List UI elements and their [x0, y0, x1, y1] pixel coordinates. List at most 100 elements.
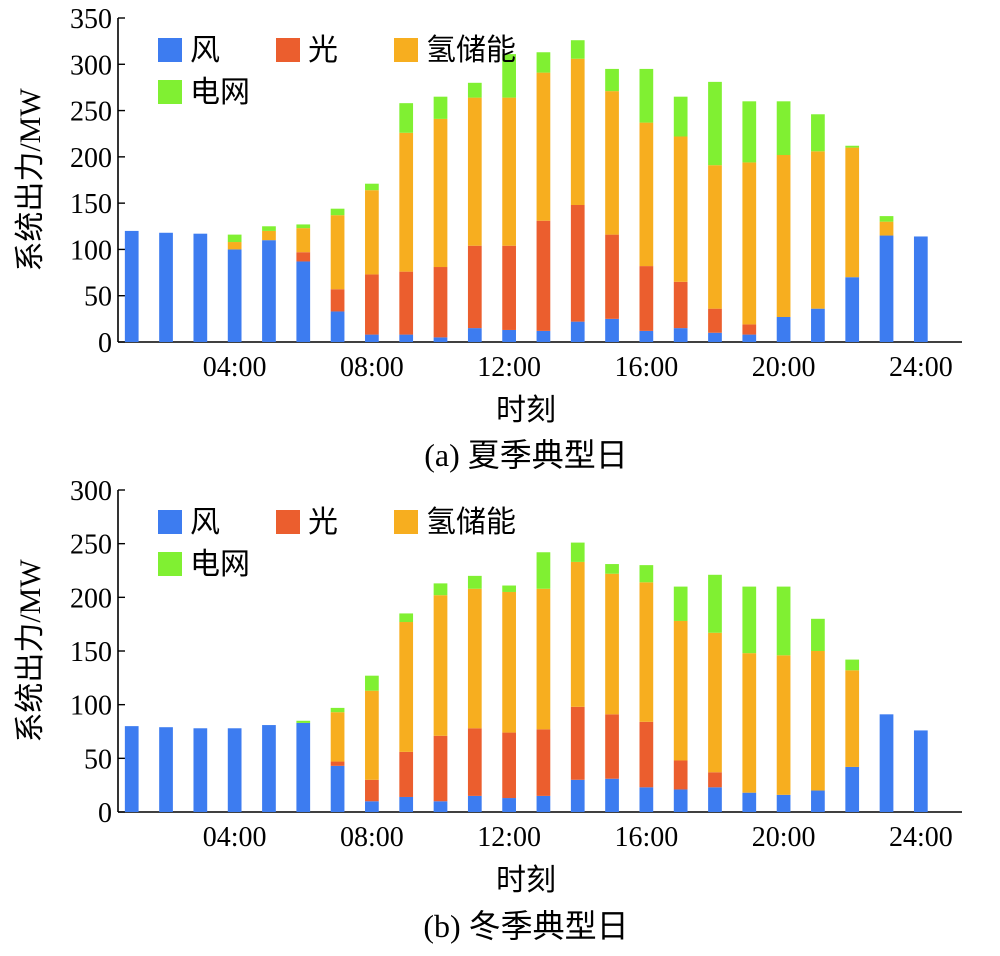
bar-segment-solar [605, 714, 619, 779]
bar-segment-solar [708, 772, 722, 788]
bar-segment-grid [330, 208, 345, 216]
bar-segment-wind [570, 321, 585, 342]
x-tick-label: 16:00 [614, 822, 678, 853]
bar-segment-hydrogen [708, 165, 722, 309]
bar-segment-hydrogen [673, 620, 688, 761]
bar-segment-wind [742, 334, 757, 342]
panel-caption: (b) 冬季典型日 [423, 908, 628, 944]
bar-segment-wind [296, 722, 311, 812]
bar-segment-solar [673, 281, 688, 329]
bar-segment-grid [708, 81, 722, 166]
bar-segment-hydrogen [776, 655, 791, 795]
legend-swatch-wind [158, 510, 182, 534]
bar-segment-grid [776, 586, 791, 656]
bar-segment-grid [227, 234, 242, 243]
bar-segment-hydrogen [879, 221, 894, 236]
bar-segment-grid [502, 585, 516, 592]
bar-segment-grid [811, 114, 825, 152]
bar-segment-wind [124, 230, 139, 342]
legend-swatch-hydrogen [394, 38, 418, 62]
legend-label-grid: 电网 [190, 548, 250, 581]
bar-segment-wind [262, 240, 276, 342]
bar-segment-wind [742, 792, 757, 812]
x-tick-label: 12:00 [477, 352, 541, 383]
x-tick-label: 20:00 [752, 822, 816, 853]
x-tick-label: 04:00 [203, 822, 267, 853]
bar-segment-wind [708, 787, 722, 812]
legend-label-grid: 电网 [190, 76, 250, 109]
bar-segment-hydrogen [570, 561, 585, 707]
bar-segment-grid [433, 583, 448, 596]
y-tick-label: 0 [98, 328, 112, 359]
bar-segment-wind [502, 798, 516, 812]
x-tick-label: 12:00 [477, 822, 541, 853]
bar-segment-wind [365, 801, 379, 812]
bar-segment-wind [776, 317, 791, 342]
bar-segment-grid [399, 103, 414, 133]
bar-segment-grid [639, 68, 654, 123]
bar-segment-hydrogen [536, 72, 551, 221]
bar-segment-hydrogen [605, 91, 619, 235]
legend-swatch-solar [276, 510, 300, 534]
legend-label-solar: 光 [308, 506, 338, 539]
bar-segment-wind [262, 725, 276, 812]
legend-label-wind: 风 [190, 34, 220, 67]
bar-segment-hydrogen [433, 118, 448, 268]
bar-segment-wind [433, 337, 448, 342]
bar-segment-grid [365, 675, 379, 691]
bar-segment-grid [673, 96, 688, 137]
bar-segment-wind [467, 328, 482, 342]
legend-swatch-hydrogen [394, 510, 418, 534]
legend-label-wind: 风 [190, 506, 220, 539]
bar-segment-grid [570, 542, 585, 562]
bar-segment-grid [742, 101, 757, 163]
bar-segment-wind [159, 232, 173, 342]
bar-segment-solar [502, 732, 516, 799]
bar-segment-hydrogen [811, 651, 825, 791]
chart-panel-b: 0 50 100 150 200 250 300 04:00 08:00 12:00 16:00 20… [14, 476, 962, 944]
bar-segment-hydrogen [605, 573, 619, 715]
bar-segment-solar [502, 245, 516, 330]
bar-segment-wind [296, 261, 311, 342]
bar-segment-hydrogen [467, 588, 482, 729]
y-tick-label: 50 [84, 282, 112, 313]
bar-segment-hydrogen [639, 582, 654, 722]
bar-segment-grid [399, 613, 414, 623]
y-tick-label: 150 [70, 637, 112, 668]
bar-segment-grid [845, 659, 860, 671]
y-tick-label: 250 [70, 97, 112, 128]
bar-segment-solar [467, 245, 482, 329]
bar-segment-solar [330, 289, 345, 312]
legend-swatch-wind [158, 38, 182, 62]
bar-segment-hydrogen [742, 653, 757, 793]
bar-segment-wind [673, 789, 688, 812]
y-axis-label: 系统出力/MW [14, 88, 47, 272]
bar-segment-grid [639, 565, 654, 583]
bar-segment-wind [913, 236, 928, 342]
y-axis-label: 系统出力/MW [14, 559, 47, 743]
bar-segment-grid [467, 82, 482, 98]
bar-segment-grid [365, 183, 379, 191]
bar-segment-wind [399, 796, 414, 812]
x-tick-label: 08:00 [340, 352, 404, 383]
bar-segment-hydrogen [399, 622, 414, 752]
bar-segment-hydrogen [467, 97, 482, 246]
bar-segment-hydrogen [811, 151, 825, 309]
y-tick-label: 100 [70, 691, 112, 722]
bar-segment-solar [433, 735, 448, 802]
y-tick-label: 300 [70, 476, 112, 507]
y-tick-label: 300 [70, 50, 112, 81]
bar-segment-solar [365, 274, 379, 335]
bar-segment-wind [433, 801, 448, 812]
legend-swatch-grid [158, 80, 182, 104]
x-tick-label: 04:00 [203, 352, 267, 383]
bar-segment-hydrogen [673, 136, 688, 282]
bar-segment-hydrogen [227, 242, 242, 250]
bar-segment-solar [365, 779, 379, 802]
bar-segment-wind [605, 318, 619, 342]
bar-segment-wind [536, 330, 551, 342]
bar-segment-grid [776, 101, 791, 156]
bar-segment-grid [673, 586, 688, 621]
bar-segment-hydrogen [433, 595, 448, 736]
